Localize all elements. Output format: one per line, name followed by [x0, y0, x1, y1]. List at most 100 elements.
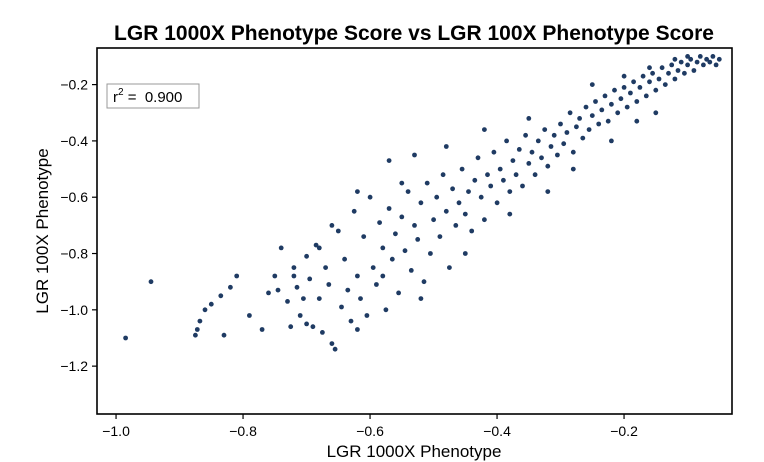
data-point [421, 279, 427, 285]
data-point [399, 180, 405, 186]
data-point [443, 208, 449, 214]
data-point [691, 68, 697, 73]
y-tick-label: −0.6 [60, 189, 88, 205]
data-point [520, 183, 525, 189]
data-point [482, 127, 487, 132]
data-point [634, 118, 640, 124]
data-point [310, 324, 316, 330]
data-point [361, 234, 367, 240]
data-point [221, 332, 227, 338]
data-point [418, 296, 424, 301]
data-point [348, 318, 354, 324]
data-point [408, 268, 414, 273]
data-point [291, 265, 297, 270]
data-point [570, 149, 576, 155]
data-point [602, 93, 608, 99]
data-point [685, 54, 690, 59]
data-point [304, 253, 309, 259]
data-point [285, 299, 290, 304]
data-point [301, 296, 306, 301]
data-point [393, 231, 398, 237]
data-point [656, 76, 662, 82]
data-point [491, 149, 497, 155]
data-point [228, 284, 233, 290]
data-point [332, 346, 338, 352]
data-point [193, 332, 198, 338]
data-point [675, 68, 681, 73]
data-point [682, 70, 687, 76]
data-point [466, 189, 471, 195]
data-point [574, 124, 579, 130]
data-point [304, 321, 309, 327]
data-point [412, 152, 417, 158]
data-point [640, 73, 646, 79]
data-point [697, 54, 703, 59]
data-point [704, 56, 709, 62]
annotation-superscript: 2 [118, 87, 124, 98]
data-point [247, 313, 252, 318]
y-tick-label: −0.2 [60, 77, 88, 93]
data-point [462, 251, 468, 256]
data-point [647, 79, 652, 85]
data-point [504, 138, 509, 144]
chart-title: LGR 1000X Phenotype Score vs LGR 100X Ph… [114, 22, 714, 45]
data-point [561, 141, 567, 147]
data-point [637, 85, 643, 90]
data-point [497, 166, 503, 172]
data-point [456, 200, 462, 206]
data-point [218, 293, 224, 299]
data-point [402, 248, 408, 254]
data-point [462, 211, 468, 217]
data-point [593, 99, 598, 104]
data-point [291, 273, 297, 279]
data-point [148, 279, 154, 285]
data-point [447, 265, 452, 270]
y-axis-label: LGR 100X Phenotype [33, 148, 52, 313]
annotation-r: r [113, 89, 118, 106]
data-point [440, 172, 446, 178]
data-point [707, 59, 713, 65]
data-point [370, 265, 376, 270]
data-point [418, 200, 424, 206]
data-point [501, 177, 506, 183]
data-point [662, 82, 668, 87]
data-point [621, 85, 627, 90]
data-point [523, 132, 528, 138]
data-point [628, 90, 633, 96]
data-point [570, 166, 576, 172]
svg-text:r2 = 0.900: r2 = 0.900 [113, 87, 182, 106]
data-point [266, 290, 271, 296]
data-point [583, 104, 589, 110]
data-point [364, 313, 370, 318]
data-point [288, 324, 294, 330]
data-point [612, 87, 617, 93]
data-point [507, 189, 513, 195]
x-tick-label: −0.6 [356, 423, 384, 439]
data-point [605, 118, 611, 124]
data-point [197, 318, 203, 324]
data-point [412, 223, 417, 228]
r-squared-annotation: r2 = 0.900 [106, 83, 200, 109]
data-point [615, 110, 621, 116]
data-point [631, 79, 636, 85]
data-point [513, 172, 519, 178]
data-point [548, 144, 554, 149]
data-point [351, 208, 357, 214]
data-point [415, 237, 421, 242]
data-point [453, 223, 459, 228]
x-axis-label: LGR 1000X Phenotype [327, 442, 502, 461]
data-point [672, 76, 678, 82]
data-point [234, 273, 240, 279]
data-point [485, 172, 490, 178]
data-point [329, 341, 335, 346]
data-point [431, 217, 436, 223]
data-point [551, 132, 557, 138]
data-point [475, 155, 481, 161]
plot-frame [96, 47, 733, 415]
data-point [577, 116, 582, 121]
data-point [558, 121, 563, 127]
data-point [713, 62, 719, 68]
data-point [389, 256, 395, 262]
data-point [355, 327, 360, 332]
data-point [669, 62, 675, 68]
